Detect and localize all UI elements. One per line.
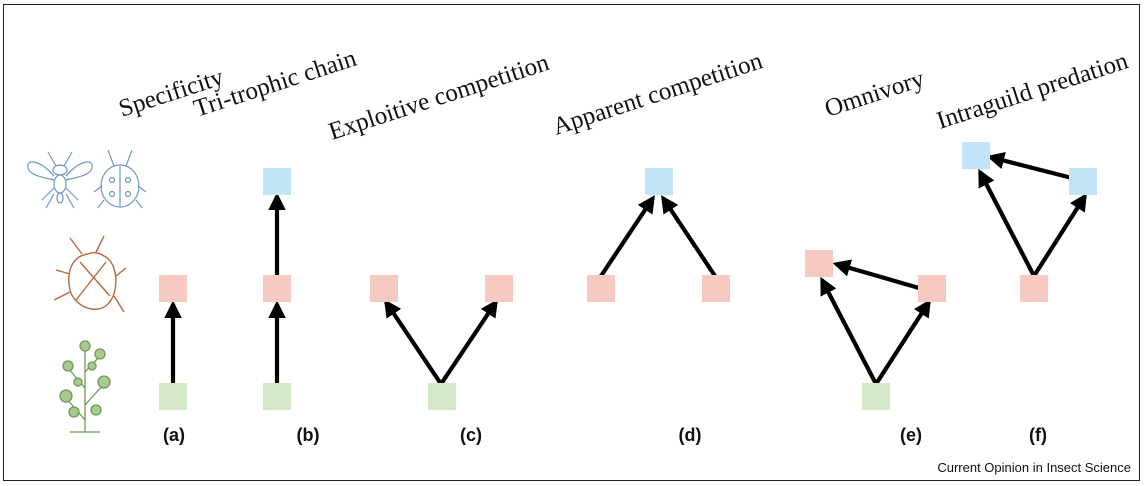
- panel-label-e: (e): [900, 425, 922, 445]
- arrow-f-herbivore-to-top-predator: [978, 168, 1036, 277]
- journal-credit: Current Opinion in Insect Science: [937, 460, 1131, 475]
- arrow-e-herbivore-to-omnivore: [832, 259, 920, 291]
- arrow-e-plant-to-omnivore: [820, 276, 878, 385]
- panel-label-b: (b): [297, 425, 320, 445]
- node-f-herbivore: [1020, 275, 1048, 302]
- node-f-intermediate-predator: [1069, 168, 1097, 195]
- panel-label-a: (a): [163, 425, 185, 445]
- node-e-plant: [862, 383, 890, 410]
- node-c-plant: [428, 383, 456, 410]
- arrows: [164, 151, 1087, 386]
- arrow-d-herbivore-left-to-predator: [599, 195, 655, 278]
- node-b-plant: [263, 383, 291, 410]
- title-apparent-competition: Apparent competition: [550, 47, 767, 140]
- node-b-herbivore: [263, 275, 291, 302]
- node-e-omnivore: [805, 250, 833, 277]
- figure-frame: [3, 4, 1140, 481]
- bug-icon: [53, 235, 127, 313]
- node-e-herbivore: [918, 275, 946, 302]
- panel-label-c: (c): [460, 425, 482, 445]
- title-exploitive-competition: Exploitive competition: [326, 49, 553, 146]
- node-b-predator: [263, 168, 291, 195]
- wasp-and-ladybird-icon: [27, 149, 147, 209]
- node-a-herbivore: [159, 275, 187, 302]
- arrow-e-plant-to-herbivore: [874, 299, 931, 386]
- node-c-herbivore-right: [485, 275, 513, 302]
- node-f-top-predator: [962, 142, 990, 169]
- arrow-c-plant-to-herbivore-right: [439, 299, 498, 386]
- node-c-herbivore-left: [370, 275, 398, 302]
- nodes: [159, 142, 1097, 410]
- panel-label-d: (d): [679, 425, 702, 445]
- arrow-d-herbivore-right-to-predator: [661, 195, 717, 278]
- arrow-c-plant-to-herbivore-left: [384, 299, 443, 386]
- arrow-f-herbivore-to-intermediate-predator: [1032, 193, 1087, 278]
- title-omnivory: Omnivory: [822, 65, 929, 123]
- panel-label-f: (f): [1029, 425, 1047, 445]
- node-a-plant: [159, 383, 187, 410]
- node-d-herbivore-left: [587, 275, 615, 302]
- plant-icon: [59, 340, 111, 433]
- arrow-f-intermediate-to-top-predator: [986, 151, 1073, 181]
- title-intraguild-predation: Intraguild predation: [934, 47, 1132, 134]
- node-d-predator: [645, 168, 673, 195]
- node-d-herbivore-right: [702, 275, 730, 302]
